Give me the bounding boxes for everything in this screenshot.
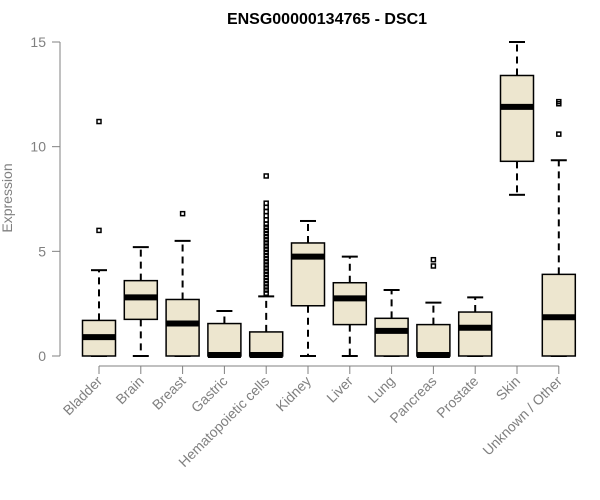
x-tick-label: Kidney xyxy=(273,373,315,415)
x-tick-label: Prostate xyxy=(433,373,481,421)
iqr-box xyxy=(457,311,493,357)
outlier-point xyxy=(263,252,269,259)
y-tick-label: 0 xyxy=(38,348,46,364)
box-liver xyxy=(332,255,368,357)
box-pancreas xyxy=(416,256,451,358)
x-tick-label: Breast xyxy=(149,373,189,413)
box-kidney xyxy=(290,219,326,357)
outlier-point xyxy=(263,230,269,237)
chart-title: ENSG00000134765 - DSC1 xyxy=(227,11,427,28)
outlier-point xyxy=(263,265,269,271)
box-skin xyxy=(499,41,535,196)
box-gastric xyxy=(207,309,242,358)
outlier-point xyxy=(263,212,269,219)
outlier-point xyxy=(263,274,269,281)
iqr-box xyxy=(332,281,368,326)
outlier-point xyxy=(263,217,269,223)
iqr-box xyxy=(499,74,535,163)
outlier-point xyxy=(430,263,437,269)
iqr-box xyxy=(207,322,242,357)
outlier-point xyxy=(556,98,562,105)
outlier-point xyxy=(263,224,269,231)
outlier-point xyxy=(263,277,269,284)
y-tick-label: 10 xyxy=(30,139,46,155)
box-brain xyxy=(123,246,159,357)
outlier-point xyxy=(263,173,269,179)
box-hematopoietic-cells xyxy=(248,173,284,358)
outlier-point xyxy=(263,208,269,215)
outlier-point xyxy=(96,227,102,234)
outlier-point xyxy=(96,118,102,125)
iqr-box xyxy=(374,317,409,357)
box-bladder xyxy=(81,118,117,357)
outlier-point xyxy=(263,290,269,296)
x-tick-label: Skin xyxy=(493,373,524,404)
outlier-point xyxy=(263,284,269,290)
y-tick-label: 15 xyxy=(30,34,46,50)
outlier-point xyxy=(263,246,269,252)
box-prostate xyxy=(457,296,493,357)
box-lung xyxy=(374,289,409,357)
outlier-point xyxy=(263,271,269,278)
x-tick-label: Unknown / Other xyxy=(479,373,565,459)
x-tick-label: Bladder xyxy=(60,373,106,419)
boxes-layer xyxy=(81,41,577,358)
iqr-box xyxy=(416,323,451,357)
outlier-point xyxy=(263,287,269,293)
outlier-point xyxy=(263,237,269,243)
outlier-point xyxy=(263,259,269,265)
outlier-point xyxy=(263,268,269,274)
outlier-point xyxy=(263,221,269,227)
y-tick-label: 5 xyxy=(38,243,46,259)
iqr-box xyxy=(290,242,326,307)
box-unknown-other xyxy=(541,98,577,357)
outlier-point xyxy=(263,281,269,287)
x-tick-label: Liver xyxy=(323,373,356,406)
outlier-point xyxy=(263,233,269,240)
outlier-point xyxy=(263,227,269,234)
outlier-point xyxy=(263,243,269,249)
y-axis-label: Expression xyxy=(0,163,15,232)
outlier-point xyxy=(263,255,269,262)
outlier-point xyxy=(263,200,269,206)
outlier-point xyxy=(263,249,269,256)
outlier-point xyxy=(179,210,186,217)
iqr-box xyxy=(165,298,200,357)
outlier-point xyxy=(263,262,269,268)
x-tick-label: Brain xyxy=(112,373,146,407)
outlier-point xyxy=(263,240,269,246)
outlier-point xyxy=(430,256,437,263)
box-breast xyxy=(165,210,200,357)
x-tick-label: Lung xyxy=(364,373,397,406)
outlier-point xyxy=(263,204,269,211)
outlier-point xyxy=(556,131,562,137)
y-axis: 0 5 10 15 xyxy=(30,34,61,364)
